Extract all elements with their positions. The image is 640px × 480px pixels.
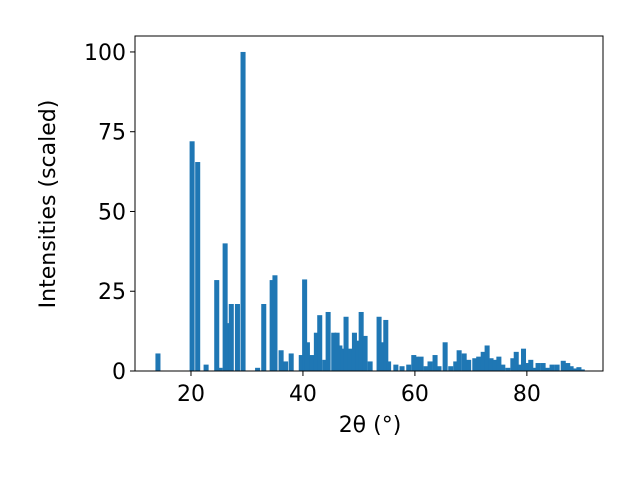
bar bbox=[272, 275, 278, 371]
x-tick-label: 60 bbox=[401, 382, 429, 407]
bar bbox=[540, 363, 546, 371]
bar bbox=[544, 367, 550, 371]
bar bbox=[269, 280, 275, 371]
bar bbox=[476, 356, 482, 371]
x-axis-label: 2θ (°) bbox=[339, 413, 402, 438]
bar bbox=[466, 359, 472, 371]
bar bbox=[520, 348, 527, 371]
bar bbox=[317, 315, 323, 371]
bar bbox=[535, 363, 541, 371]
bar bbox=[554, 364, 560, 371]
y-tick-label: 25 bbox=[98, 280, 126, 305]
bar bbox=[480, 351, 486, 371]
bar bbox=[189, 141, 195, 371]
bar bbox=[195, 162, 201, 371]
y-tick-label: 100 bbox=[84, 41, 126, 66]
bar bbox=[203, 364, 209, 371]
bar bbox=[528, 359, 534, 371]
bar bbox=[351, 332, 357, 371]
bar bbox=[565, 363, 571, 371]
bar bbox=[472, 358, 478, 371]
bar bbox=[343, 316, 349, 371]
bar bbox=[453, 361, 459, 371]
bar bbox=[288, 353, 294, 371]
bar bbox=[309, 355, 315, 371]
bar bbox=[500, 364, 506, 371]
bar bbox=[524, 363, 530, 371]
bar bbox=[572, 368, 578, 371]
y-tick-label: 0 bbox=[112, 360, 126, 385]
bar bbox=[222, 243, 228, 371]
bar bbox=[517, 364, 523, 371]
bar bbox=[505, 367, 511, 371]
x-tick-label: 80 bbox=[513, 382, 541, 407]
bar bbox=[337, 345, 343, 371]
bar bbox=[423, 366, 429, 371]
y-tick-label: 50 bbox=[98, 200, 126, 225]
bar bbox=[579, 369, 585, 371]
bar bbox=[461, 353, 467, 371]
bar bbox=[278, 350, 284, 371]
bar bbox=[414, 356, 420, 371]
bar bbox=[334, 332, 340, 371]
bar bbox=[393, 364, 399, 371]
y-tick-label: 75 bbox=[98, 121, 126, 146]
bar bbox=[510, 358, 516, 371]
bar bbox=[228, 304, 234, 371]
bar bbox=[496, 356, 502, 371]
bar bbox=[442, 342, 448, 371]
bar bbox=[448, 366, 454, 371]
bar bbox=[549, 364, 555, 371]
bar bbox=[347, 348, 353, 371]
bar bbox=[367, 361, 373, 371]
bar bbox=[427, 361, 433, 371]
bar bbox=[355, 340, 361, 371]
bar bbox=[217, 367, 223, 371]
bar bbox=[399, 366, 405, 371]
bar bbox=[432, 355, 438, 371]
bar bbox=[298, 355, 304, 371]
bar bbox=[386, 361, 392, 371]
bar bbox=[340, 348, 346, 371]
bar bbox=[492, 359, 498, 371]
bar bbox=[214, 280, 220, 371]
bar bbox=[302, 279, 308, 371]
y-axis-label: Intensities (scaled) bbox=[36, 100, 61, 309]
bar bbox=[378, 342, 384, 371]
bar bbox=[331, 332, 337, 371]
bar bbox=[418, 356, 424, 371]
bar bbox=[568, 366, 574, 371]
bar bbox=[406, 364, 412, 371]
bar bbox=[325, 311, 331, 371]
bar bbox=[304, 342, 310, 371]
bar bbox=[358, 311, 364, 371]
bar bbox=[456, 350, 462, 371]
bar bbox=[488, 358, 494, 371]
bar bbox=[513, 351, 519, 371]
bar bbox=[560, 360, 566, 371]
bar bbox=[261, 304, 267, 371]
bar bbox=[240, 51, 246, 371]
x-tick-label: 20 bbox=[177, 382, 205, 407]
bar bbox=[234, 304, 240, 371]
bar bbox=[362, 335, 368, 371]
bar bbox=[225, 323, 232, 371]
bar bbox=[255, 367, 261, 371]
bar bbox=[411, 355, 417, 371]
bar bbox=[531, 367, 537, 371]
bar bbox=[383, 319, 389, 371]
bar bbox=[436, 366, 442, 371]
x-tick-label: 40 bbox=[289, 382, 317, 407]
bar bbox=[283, 361, 289, 371]
bar bbox=[484, 345, 490, 371]
bar bbox=[155, 353, 161, 371]
plot-frame bbox=[134, 35, 604, 372]
bar bbox=[576, 367, 582, 371]
bar bbox=[322, 359, 328, 371]
bar bbox=[313, 332, 319, 371]
